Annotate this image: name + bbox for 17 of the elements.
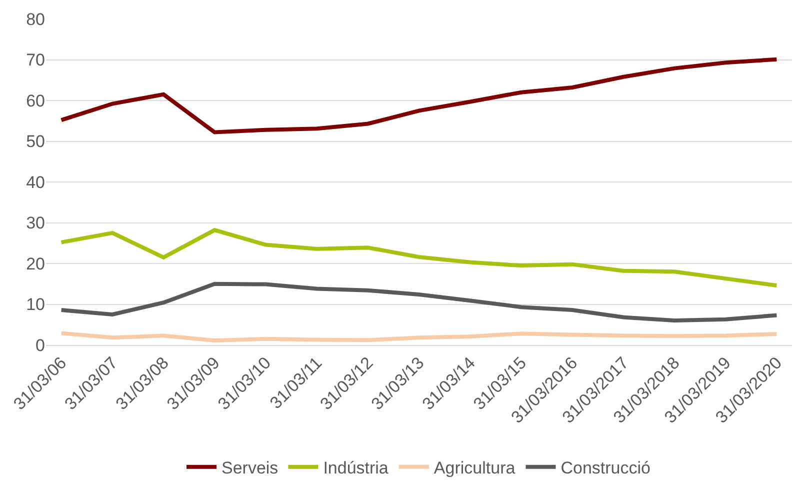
y-tick-label: 70 <box>26 50 45 70</box>
y-tick-label: 0 <box>36 336 45 355</box>
line-series <box>59 57 779 134</box>
legend-label: Indústria <box>323 458 389 478</box>
legend-label: Serveis <box>222 458 278 478</box>
line-series <box>59 331 779 343</box>
y-tick-label: 40 <box>26 172 45 192</box>
legend-label: Agricultura <box>434 458 516 478</box>
line-series <box>59 228 779 288</box>
y-tick-label: 10 <box>26 295 45 314</box>
line-series <box>59 282 779 323</box>
y-tick-label: 30 <box>26 214 45 233</box>
y-tick-label: 50 <box>26 132 45 152</box>
y-tick-label: 80 <box>26 10 45 29</box>
y-tick-label: 60 <box>26 91 45 110</box>
legend-label: Construcció <box>560 458 651 478</box>
y-tick-label: 20 <box>26 254 45 274</box>
